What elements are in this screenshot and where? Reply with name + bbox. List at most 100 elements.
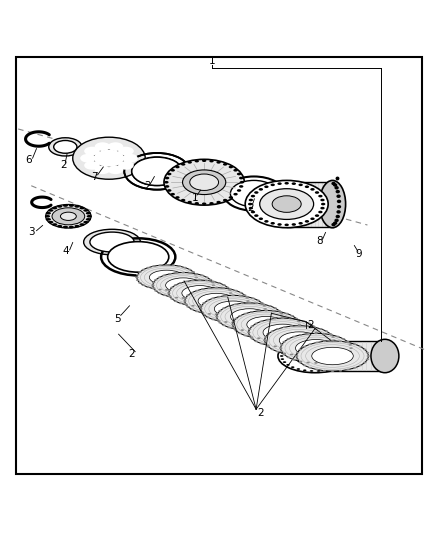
Ellipse shape xyxy=(108,142,124,151)
Ellipse shape xyxy=(308,367,312,369)
Ellipse shape xyxy=(307,341,311,342)
Ellipse shape xyxy=(194,296,198,297)
Ellipse shape xyxy=(232,327,235,328)
Ellipse shape xyxy=(191,271,195,273)
Ellipse shape xyxy=(303,346,306,348)
Ellipse shape xyxy=(260,189,314,220)
Ellipse shape xyxy=(191,280,194,281)
Ellipse shape xyxy=(336,344,339,346)
Ellipse shape xyxy=(336,336,339,337)
Ellipse shape xyxy=(86,212,91,215)
Ellipse shape xyxy=(249,199,253,201)
Ellipse shape xyxy=(250,311,254,313)
Ellipse shape xyxy=(303,369,307,371)
Ellipse shape xyxy=(218,310,222,312)
Ellipse shape xyxy=(200,311,203,313)
Ellipse shape xyxy=(69,204,74,207)
Ellipse shape xyxy=(202,159,206,162)
Ellipse shape xyxy=(194,202,199,205)
Ellipse shape xyxy=(184,297,187,299)
Ellipse shape xyxy=(299,334,302,336)
Ellipse shape xyxy=(321,203,325,205)
Ellipse shape xyxy=(299,362,302,364)
Ellipse shape xyxy=(175,166,180,168)
Ellipse shape xyxy=(306,362,310,364)
Ellipse shape xyxy=(280,344,283,346)
Ellipse shape xyxy=(187,161,192,164)
Ellipse shape xyxy=(337,200,341,203)
Ellipse shape xyxy=(271,330,274,332)
Ellipse shape xyxy=(336,210,341,214)
Ellipse shape xyxy=(277,322,281,324)
Bar xyxy=(287,182,332,227)
Ellipse shape xyxy=(329,334,333,336)
Ellipse shape xyxy=(228,288,232,290)
Ellipse shape xyxy=(136,274,139,276)
Ellipse shape xyxy=(286,357,290,358)
Ellipse shape xyxy=(296,344,299,346)
Ellipse shape xyxy=(200,294,204,296)
Ellipse shape xyxy=(122,154,138,163)
Ellipse shape xyxy=(298,222,303,224)
Ellipse shape xyxy=(240,329,244,331)
Ellipse shape xyxy=(262,305,266,306)
Ellipse shape xyxy=(191,282,195,284)
Ellipse shape xyxy=(290,315,294,317)
Ellipse shape xyxy=(344,361,347,363)
Ellipse shape xyxy=(353,343,357,345)
Ellipse shape xyxy=(229,292,233,294)
Ellipse shape xyxy=(322,362,325,364)
Ellipse shape xyxy=(305,185,309,188)
Ellipse shape xyxy=(200,274,204,276)
Ellipse shape xyxy=(49,138,82,156)
Ellipse shape xyxy=(305,353,309,356)
Ellipse shape xyxy=(57,205,62,208)
Ellipse shape xyxy=(185,304,188,306)
Text: 2: 2 xyxy=(145,181,151,191)
Ellipse shape xyxy=(332,340,336,341)
Ellipse shape xyxy=(297,368,300,370)
Ellipse shape xyxy=(296,340,336,357)
Ellipse shape xyxy=(231,321,235,323)
Ellipse shape xyxy=(297,342,300,344)
Ellipse shape xyxy=(299,349,302,350)
Ellipse shape xyxy=(337,205,341,208)
Ellipse shape xyxy=(325,330,328,332)
Ellipse shape xyxy=(152,288,155,289)
Ellipse shape xyxy=(251,325,254,327)
Ellipse shape xyxy=(266,344,270,346)
Ellipse shape xyxy=(245,320,249,322)
Ellipse shape xyxy=(346,352,350,354)
Ellipse shape xyxy=(158,289,162,290)
Ellipse shape xyxy=(211,287,215,289)
Ellipse shape xyxy=(317,370,320,372)
Ellipse shape xyxy=(165,177,170,179)
Ellipse shape xyxy=(346,342,350,343)
Ellipse shape xyxy=(273,318,277,319)
Ellipse shape xyxy=(48,221,53,223)
Ellipse shape xyxy=(146,286,150,288)
Ellipse shape xyxy=(272,310,276,312)
Ellipse shape xyxy=(315,332,318,333)
Ellipse shape xyxy=(336,215,340,219)
Ellipse shape xyxy=(222,287,225,289)
Ellipse shape xyxy=(312,348,353,365)
Ellipse shape xyxy=(277,223,282,226)
Ellipse shape xyxy=(292,336,296,337)
Ellipse shape xyxy=(277,182,282,185)
Ellipse shape xyxy=(215,316,219,318)
Ellipse shape xyxy=(346,369,350,370)
Ellipse shape xyxy=(223,199,227,201)
Ellipse shape xyxy=(320,199,325,201)
Ellipse shape xyxy=(216,161,221,164)
Ellipse shape xyxy=(245,296,249,297)
Ellipse shape xyxy=(230,309,268,325)
Ellipse shape xyxy=(285,182,289,184)
Ellipse shape xyxy=(95,165,110,174)
Ellipse shape xyxy=(175,196,180,199)
Ellipse shape xyxy=(281,346,285,348)
Ellipse shape xyxy=(152,287,155,289)
Ellipse shape xyxy=(205,292,208,294)
Ellipse shape xyxy=(310,370,313,372)
Text: 6: 6 xyxy=(25,155,32,165)
